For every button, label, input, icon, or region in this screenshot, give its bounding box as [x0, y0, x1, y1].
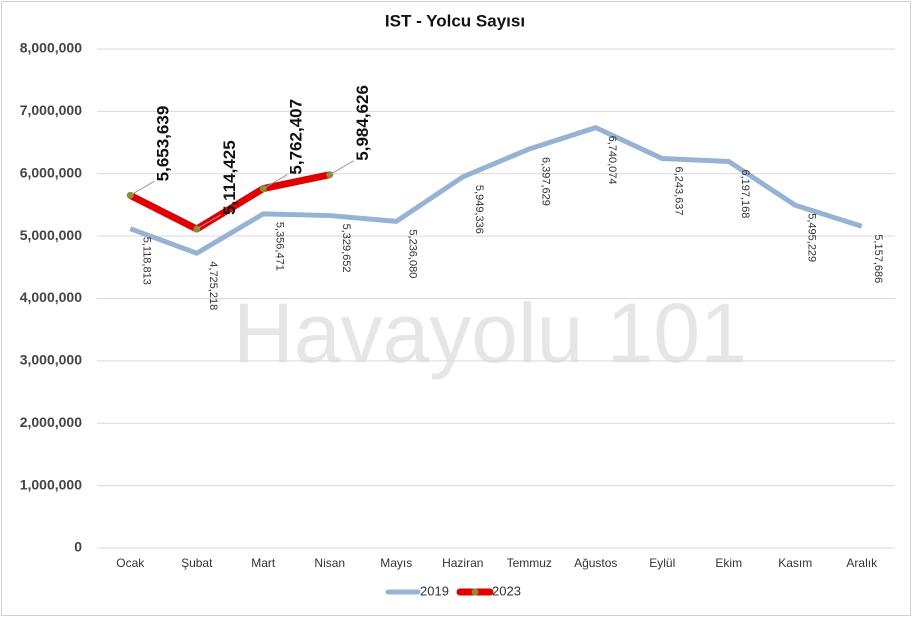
- series-line: [128, 171, 331, 233]
- data-label: 5,762,407: [287, 99, 306, 175]
- data-label: 5,118,813: [140, 237, 152, 285]
- leader-line: [196, 214, 222, 230]
- series-line: [129, 125, 863, 256]
- data-label: 5,356,471: [273, 222, 285, 271]
- x-tick-label: Kasım: [778, 556, 812, 570]
- data-label: 5,329,652: [340, 224, 352, 273]
- x-tick-label: Mart: [251, 556, 276, 570]
- watermark: Havayolu 101: [233, 286, 747, 380]
- y-tick-label: 8,000,000: [20, 40, 82, 56]
- data-label: 5,157,686: [872, 234, 884, 283]
- leader-line: [262, 174, 288, 190]
- data-label: 5,114,425: [220, 140, 239, 215]
- x-tick-label: Temmuz: [507, 556, 552, 570]
- leader-line: [329, 160, 355, 176]
- y-tick-label: 7,000,000: [20, 102, 82, 118]
- y-tick-label: 0: [74, 539, 82, 555]
- data-label: 5,949,336: [473, 185, 485, 234]
- y-tick-label: 1,000,000: [20, 476, 82, 492]
- x-tick-label: Aralık: [846, 556, 878, 570]
- x-tick-label: Ocak: [116, 556, 145, 570]
- y-tick-label: 6,000,000: [20, 164, 82, 180]
- data-label: 5,653,639: [154, 106, 173, 182]
- leader-line: [129, 180, 155, 196]
- chart-title: IST - Yolcu Sayısı: [385, 11, 525, 30]
- y-tick-label: 3,000,000: [20, 352, 82, 368]
- x-tick-label: Ağustos: [574, 556, 617, 570]
- legend-label: 2023: [492, 583, 521, 598]
- data-label: 6,197,168: [739, 169, 751, 218]
- x-tick-label: Haziran: [442, 556, 483, 570]
- x-tick-label: Ekim: [715, 556, 742, 570]
- y-tick-label: 2,000,000: [20, 414, 82, 430]
- legend-label: 2019: [420, 583, 449, 598]
- legend-marker: [471, 588, 479, 596]
- data-label: 6,243,637: [672, 167, 684, 216]
- x-tick-label: Mayıs: [380, 556, 412, 570]
- x-tick-label: Eylül: [649, 556, 675, 570]
- x-tick-label: Şubat: [181, 556, 213, 570]
- data-label: 5,236,080: [406, 229, 418, 278]
- y-tick-label: 5,000,000: [20, 227, 82, 243]
- y-tick-label: 4,000,000: [20, 289, 82, 305]
- data-label: 5,984,626: [353, 85, 372, 161]
- data-label: 5,495,229: [805, 213, 817, 262]
- x-tick-label: Nisan: [314, 556, 345, 570]
- data-label: 6,397,629: [539, 157, 551, 206]
- data-label: 6,740,074: [606, 136, 618, 185]
- data-label: 4,725,218: [207, 261, 219, 310]
